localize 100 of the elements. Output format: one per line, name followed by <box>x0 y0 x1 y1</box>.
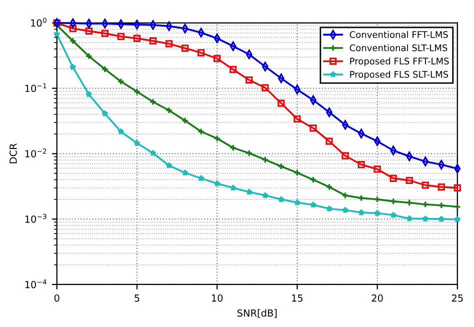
point <box>246 188 253 196</box>
x-tick-label: 0 <box>54 294 60 302</box>
point <box>406 214 413 222</box>
point <box>117 32 125 40</box>
point <box>69 64 76 70</box>
point <box>230 41 236 51</box>
point <box>213 54 221 62</box>
point <box>69 24 77 32</box>
point <box>278 162 285 170</box>
point <box>438 160 445 170</box>
point <box>117 128 124 135</box>
point <box>85 27 93 35</box>
point <box>278 100 285 107</box>
point <box>358 194 365 202</box>
point <box>438 215 445 222</box>
point <box>166 21 172 31</box>
point <box>181 117 189 124</box>
point <box>197 128 205 136</box>
point <box>53 30 60 38</box>
y-tick-label: 10$^{−2}$ <box>25 148 46 158</box>
point <box>406 199 413 206</box>
point <box>438 183 445 191</box>
point <box>454 184 462 192</box>
point <box>422 156 429 166</box>
point <box>438 202 445 209</box>
point <box>165 40 173 48</box>
point <box>246 150 253 157</box>
point <box>454 216 461 222</box>
point <box>182 169 189 176</box>
x-tick-label: 5 <box>134 294 140 302</box>
point <box>326 138 333 145</box>
point <box>358 161 365 168</box>
point <box>85 52 93 60</box>
point <box>310 201 317 208</box>
point <box>278 74 284 84</box>
point <box>326 183 333 191</box>
y-tick-label: 10$^{−1}$ <box>25 83 46 92</box>
point <box>342 206 349 214</box>
point <box>149 98 157 106</box>
point <box>390 174 397 182</box>
point <box>294 169 301 176</box>
point <box>102 18 108 28</box>
point <box>85 90 92 98</box>
point <box>406 176 413 184</box>
point <box>70 18 76 28</box>
point <box>230 184 237 191</box>
point <box>246 76 253 84</box>
point <box>213 134 221 142</box>
y-tick-label: 10$^{0}$ <box>31 18 46 27</box>
legend-label: Conventional SLT-LMS <box>350 44 448 52</box>
point <box>86 18 92 28</box>
point <box>262 156 269 164</box>
legend-label: Proposed FLS SLT-LMS <box>350 70 448 80</box>
point <box>294 115 301 123</box>
point <box>390 198 397 205</box>
point <box>101 110 108 117</box>
x-axis-title: SNR[dB] <box>237 309 277 318</box>
point <box>166 162 173 169</box>
point <box>310 176 317 184</box>
point <box>454 164 461 174</box>
point <box>134 140 140 146</box>
legend-label: Proposed FLS FFT-LMS <box>350 58 449 66</box>
point <box>310 124 317 132</box>
point <box>262 192 269 199</box>
point <box>390 212 397 218</box>
point <box>101 66 109 73</box>
point <box>326 205 333 212</box>
point <box>133 34 141 42</box>
point <box>230 144 237 152</box>
point <box>262 84 269 92</box>
point <box>118 19 124 29</box>
point <box>150 150 156 156</box>
point <box>358 208 365 216</box>
point <box>422 182 429 189</box>
x-tick-label: 15 <box>292 294 303 302</box>
point <box>422 215 429 222</box>
point <box>374 166 381 173</box>
point <box>198 28 204 38</box>
y-tick-label: 10$^{−3}$ <box>25 214 46 223</box>
point <box>150 20 156 30</box>
point <box>197 49 205 56</box>
point <box>133 88 141 96</box>
point <box>230 66 237 74</box>
point <box>422 200 429 208</box>
point <box>374 210 381 216</box>
point <box>165 106 173 114</box>
point <box>294 198 301 206</box>
point <box>214 34 220 44</box>
point <box>134 20 140 30</box>
point <box>342 192 349 200</box>
point <box>246 50 252 60</box>
point <box>406 152 413 162</box>
point <box>101 30 109 38</box>
point <box>278 196 285 202</box>
point <box>390 146 397 156</box>
point <box>182 24 188 34</box>
point <box>117 78 125 86</box>
point <box>262 62 268 72</box>
point <box>342 152 349 160</box>
y-axis-title: DCR <box>10 143 17 164</box>
